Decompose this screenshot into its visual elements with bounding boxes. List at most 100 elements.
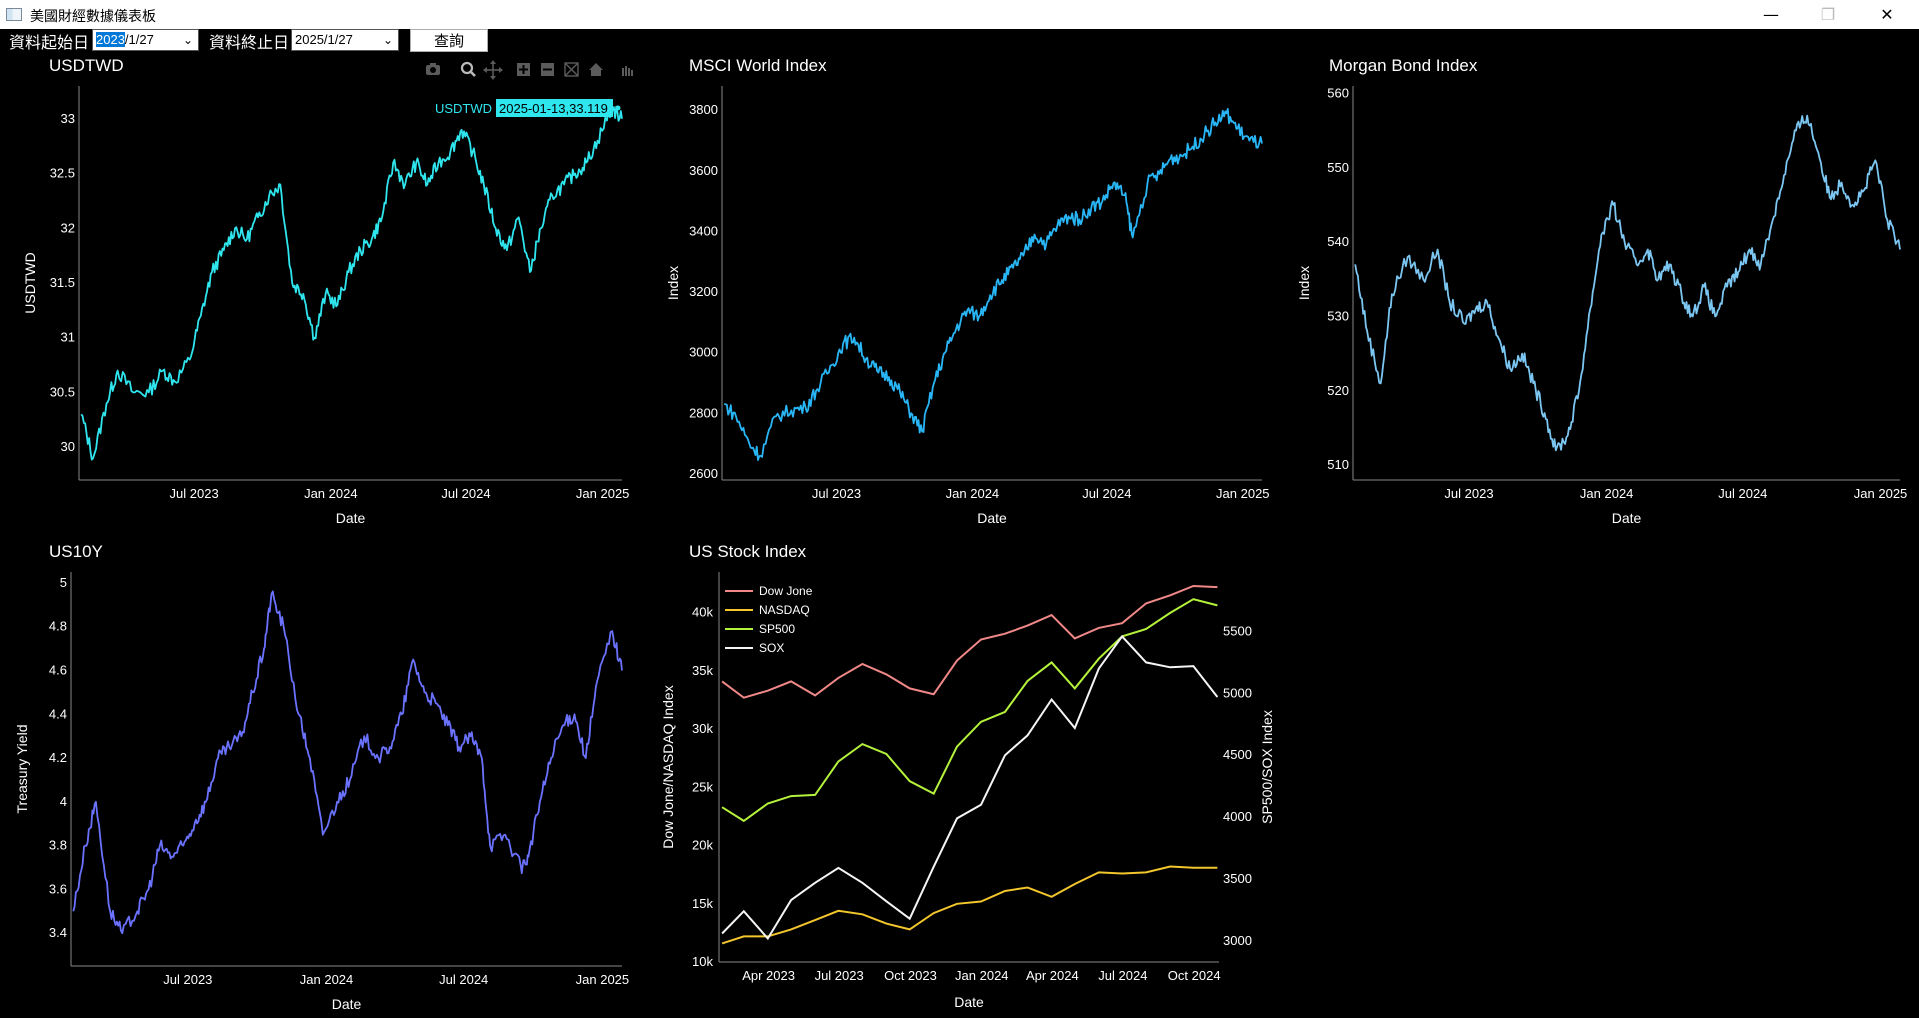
x-axis-title: Date — [977, 510, 1007, 526]
y-tick-label: 2800 — [689, 405, 718, 420]
y-tick-label: 10k — [692, 954, 713, 969]
y-axis-title: Treasury Yield — [14, 725, 30, 814]
minimize-button[interactable]: — — [1763, 5, 1779, 24]
x-axis-title: Date — [1612, 510, 1642, 526]
msci-series-line[interactable] — [724, 108, 1263, 461]
y-tick-label: 4.8 — [49, 619, 67, 634]
y-tick-label: 32.5 — [50, 166, 75, 181]
y-tick-label: 30k — [692, 721, 713, 736]
y-tick-label: 2600 — [689, 466, 718, 481]
x-tick-label: Jul 2023 — [170, 486, 219, 501]
x-tick-label: Jan 2024 — [955, 968, 1009, 983]
plotly-logo-icon[interactable] — [622, 66, 633, 76]
y-tick-label: 550 — [1327, 160, 1349, 175]
y-axis-title: Index — [665, 266, 681, 300]
y-tick-label: 4.2 — [49, 750, 67, 765]
chart-title: Morgan Bond Index — [1329, 56, 1478, 75]
y-tick-label: 30.5 — [50, 384, 75, 399]
x-axis-title: Date — [954, 994, 984, 1010]
chart-title: US10Y — [49, 542, 103, 561]
pan-icon[interactable] — [483, 60, 503, 80]
x-axis-title: Date — [336, 510, 366, 526]
legend-entry: SP500 — [759, 622, 795, 636]
y-tick-label: 35k — [692, 663, 713, 678]
bond-series-line[interactable] — [1354, 114, 1901, 452]
y-axis-title: USDTWD — [22, 252, 38, 313]
y2-tick-label: 5000 — [1223, 685, 1252, 700]
x-tick-label: Jan 2024 — [946, 486, 1000, 501]
y-tick-label: 3000 — [689, 345, 718, 360]
y2-axis-title: SP500/SOX Index — [1259, 710, 1275, 824]
home-icon[interactable] — [589, 63, 603, 76]
plot-modebar — [426, 60, 633, 80]
start-date-value[interactable]: 2023/1/27 — [96, 32, 154, 47]
chart-title: USDTWD — [49, 56, 124, 75]
start-date-label: 資料起始日 — [9, 33, 90, 52]
sp500-series-line[interactable] — [721, 598, 1218, 823]
end-date-picker[interactable]: 2025/1/27 ⌄ — [291, 29, 399, 51]
y-tick-label: 530 — [1327, 308, 1349, 323]
x-tick-label: Jan 2025 — [1216, 486, 1270, 501]
legend-entry: SOX — [759, 641, 784, 655]
usdtwd-series-line[interactable] — [80, 105, 623, 461]
restore-button[interactable]: ❐ — [1820, 5, 1836, 24]
end-date-label: 資料終止日 — [209, 33, 290, 52]
y-tick-label: 3800 — [689, 102, 718, 117]
zoom-out-icon[interactable] — [541, 63, 554, 76]
x-tick-label: Jan 2024 — [1580, 486, 1634, 501]
hover-value: 2025-01-13,33.119 — [499, 101, 608, 116]
y2-tick-label: 3000 — [1223, 933, 1252, 948]
hover-point — [615, 105, 621, 111]
y-tick-label: 4 — [60, 794, 67, 809]
hover-label-box — [496, 99, 613, 117]
zoom-icon[interactable] — [460, 61, 476, 77]
dow-jone-series-line[interactable] — [721, 584, 1218, 699]
hover-series-name: USDTWD — [435, 101, 492, 116]
x-tick-label: Jul 2024 — [441, 486, 490, 501]
y-axis-title: Index — [1296, 266, 1312, 300]
chevron-down-icon[interactable]: ⌄ — [182, 33, 194, 47]
dashboard-charts: USDTWD 30 30.5 31 31.5 32 32.5 33 Jul 2023 Jan 20… — [14, 56, 1907, 1012]
x-tick-label: Jul 2023 — [815, 968, 864, 983]
sox-series-line[interactable] — [721, 634, 1219, 941]
y-tick-label: 520 — [1327, 383, 1349, 398]
y-tick-label: 15k — [692, 896, 713, 911]
y2-tick-label: 4500 — [1223, 747, 1252, 762]
y2-tick-label: 5500 — [1223, 623, 1252, 638]
x-tick-label: Jul 2024 — [439, 972, 488, 987]
us10y-series-line[interactable] — [72, 590, 623, 935]
x-tick-label: Jan 2024 — [304, 486, 358, 501]
x-tick-label: Jan 2025 — [576, 972, 630, 987]
chart-title: MSCI World Index — [689, 56, 827, 75]
y-tick-label: 31.5 — [50, 275, 75, 290]
y-tick-label: 5 — [60, 575, 67, 590]
autoscale-icon[interactable] — [564, 62, 579, 77]
y-tick-label: 32 — [61, 220, 75, 235]
legend-entry: NASDAQ — [759, 603, 810, 617]
y-tick-label: 25k — [692, 779, 713, 794]
y-tick-label: 3200 — [689, 284, 718, 299]
x-tick-label: Jul 2023 — [163, 972, 212, 987]
y2-tick-label: 3500 — [1223, 871, 1252, 886]
app-icon — [6, 8, 22, 21]
y-tick-label: 3400 — [689, 223, 718, 238]
y-tick-label: 3.6 — [49, 881, 67, 896]
window-title: 美國財經數據儀表板 — [30, 9, 156, 25]
x-tick-label: Apr 2023 — [742, 968, 795, 983]
x-tick-label: Jul 2023 — [812, 486, 861, 501]
x-tick-label: Jan 2024 — [300, 972, 354, 987]
chevron-down-icon[interactable]: ⌄ — [382, 33, 394, 47]
y-axis-title: Dow Jone/NASDAQ Index — [660, 685, 676, 848]
x-tick-label: Jul 2024 — [1718, 486, 1767, 501]
camera-icon[interactable] — [426, 63, 440, 75]
close-button[interactable]: ✕ — [1880, 5, 1894, 24]
x-tick-label: Jul 2023 — [1444, 486, 1493, 501]
start-date-picker[interactable]: 2023/1/27 ⌄ — [92, 29, 199, 51]
legend-entry: Dow Jone — [759, 584, 813, 598]
zoom-in-icon[interactable] — [517, 63, 530, 76]
x-tick-label: Oct 2023 — [884, 968, 937, 983]
query-button[interactable]: 查詢 — [410, 29, 488, 52]
end-date-value[interactable]: 2025/1/27 — [295, 32, 353, 47]
y-tick-label: 540 — [1327, 234, 1349, 249]
nasdaq-series-line[interactable] — [721, 865, 1218, 945]
